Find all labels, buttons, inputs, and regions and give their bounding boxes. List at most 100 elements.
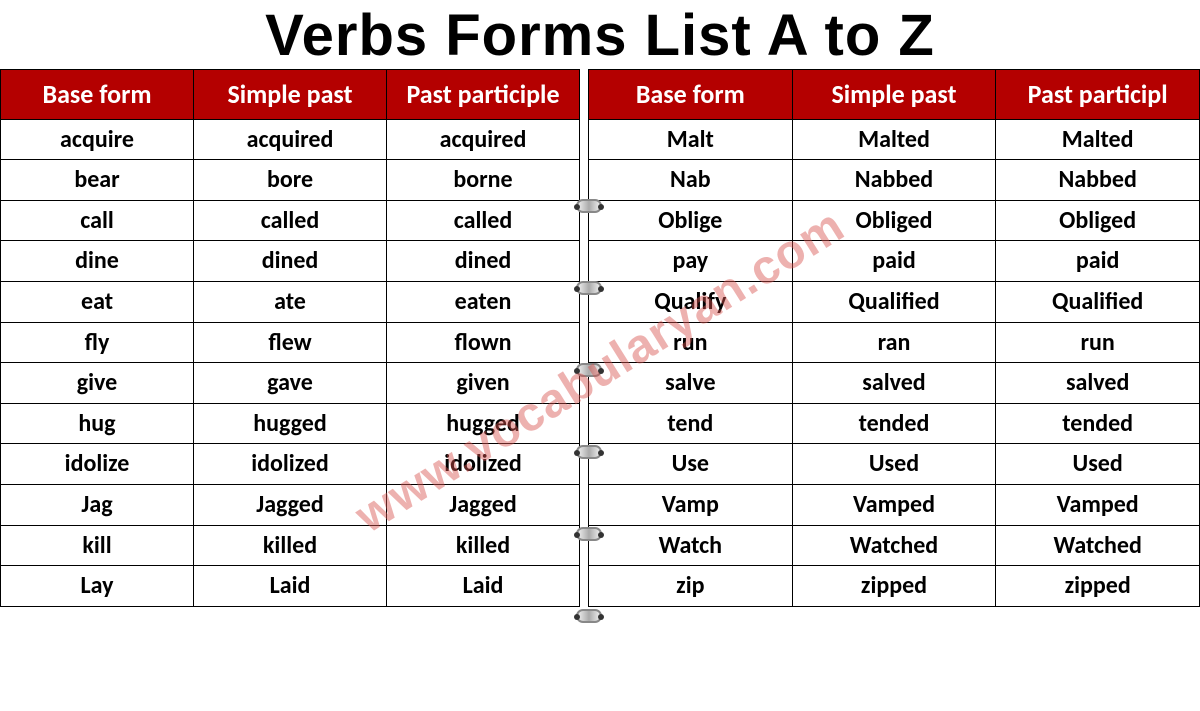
table-cell: Malt: [589, 119, 793, 160]
table-row: flyflewflown: [1, 322, 580, 363]
table-cell: ate: [194, 281, 387, 322]
table-row: salvesalvedsalved: [589, 363, 1200, 404]
table-cell: hugged: [387, 403, 580, 444]
table-cell: zipped: [792, 566, 996, 607]
table-cell: run: [589, 322, 793, 363]
table-cell: killed: [387, 525, 580, 566]
table-row: hughuggedhugged: [1, 403, 580, 444]
table-cell: Qualified: [792, 281, 996, 322]
table-row: VampVampedVamped: [589, 484, 1200, 525]
verb-table-left: Base form Simple past Past participle ac…: [0, 69, 580, 607]
table-cell: Qualify: [589, 281, 793, 322]
table-row: acquireacquiredacquired: [1, 119, 580, 160]
table-cell: acquire: [1, 119, 194, 160]
table-cell: Malted: [996, 119, 1200, 160]
spiral-binding: [576, 151, 600, 711]
table-row: LayLaidLaid: [1, 566, 580, 607]
table-cell: fly: [1, 322, 194, 363]
table-cell: Watch: [589, 525, 793, 566]
col-past-participle: Past participle: [387, 70, 580, 120]
table-cell: Watched: [792, 525, 996, 566]
table-cell: Jagged: [194, 484, 387, 525]
table-cell: Used: [792, 444, 996, 485]
table-header-row: Base form Simple past Past participl: [589, 70, 1200, 120]
table-cell: zip: [589, 566, 793, 607]
table-cell: Laid: [194, 566, 387, 607]
table-cell: run: [996, 322, 1200, 363]
table-header-row: Base form Simple past Past participle: [1, 70, 580, 120]
col-past-participle: Past participl: [996, 70, 1200, 120]
spiral-ring: [576, 609, 602, 623]
table-cell: Laid: [387, 566, 580, 607]
table-cell: Vamped: [792, 484, 996, 525]
table-cell: Vamp: [589, 484, 793, 525]
table-row: UseUsedUsed: [589, 444, 1200, 485]
table-cell: gave: [194, 363, 387, 404]
table-cell: Lay: [1, 566, 194, 607]
table-cell: called: [194, 200, 387, 241]
table-row: killkilledkilled: [1, 525, 580, 566]
spiral-ring: [576, 445, 602, 459]
table-cell: borne: [387, 160, 580, 201]
table-cell: Jagged: [387, 484, 580, 525]
table-cell: Nabbed: [996, 160, 1200, 201]
table-cell: Qualified: [996, 281, 1200, 322]
table-cell: Vamped: [996, 484, 1200, 525]
table-cell: Used: [996, 444, 1200, 485]
table-cell: Watched: [996, 525, 1200, 566]
spiral-ring: [576, 363, 602, 377]
table-cell: pay: [589, 241, 793, 282]
page-title: Verbs Forms List A to Z: [0, 0, 1200, 69]
table-cell: tended: [792, 403, 996, 444]
table-cell: flew: [194, 322, 387, 363]
table-row: callcalledcalled: [1, 200, 580, 241]
table-cell: flown: [387, 322, 580, 363]
spiral-ring: [576, 199, 602, 213]
table-cell: dine: [1, 241, 194, 282]
table-cell: dined: [194, 241, 387, 282]
table-cell: idolized: [194, 444, 387, 485]
table-cell: Obliged: [996, 200, 1200, 241]
table-cell: killed: [194, 525, 387, 566]
col-simple-past: Simple past: [194, 70, 387, 120]
table-cell: hugged: [194, 403, 387, 444]
table-cell: acquired: [387, 119, 580, 160]
table-row: ObligeObligedObliged: [589, 200, 1200, 241]
table-cell: paid: [996, 241, 1200, 282]
table-row: WatchWatchedWatched: [589, 525, 1200, 566]
table-cell: Oblige: [589, 200, 793, 241]
tables-container: Base form Simple past Past participle ac…: [0, 69, 1200, 607]
table-row: idolizeidolizedidolized: [1, 444, 580, 485]
table-cell: called: [387, 200, 580, 241]
table-cell: bear: [1, 160, 194, 201]
col-base-form: Base form: [589, 70, 793, 120]
spiral-ring: [576, 281, 602, 295]
table-row: MaltMaltedMalted: [589, 119, 1200, 160]
table-cell: call: [1, 200, 194, 241]
table-cell: dined: [387, 241, 580, 282]
table-row: tendtendedtended: [589, 403, 1200, 444]
table-row: QualifyQualifiedQualified: [589, 281, 1200, 322]
table-cell: idolize: [1, 444, 194, 485]
table-cell: bore: [194, 160, 387, 201]
table-cell: give: [1, 363, 194, 404]
table-cell: Use: [589, 444, 793, 485]
table-row: paypaidpaid: [589, 241, 1200, 282]
table-cell: Jag: [1, 484, 194, 525]
table-cell: salved: [792, 363, 996, 404]
table-cell: tend: [589, 403, 793, 444]
table-cell: idolized: [387, 444, 580, 485]
table-cell: eaten: [387, 281, 580, 322]
table-cell: zipped: [996, 566, 1200, 607]
table-cell: ran: [792, 322, 996, 363]
table-row: JagJaggedJagged: [1, 484, 580, 525]
table-cell: given: [387, 363, 580, 404]
table-row: zipzippedzipped: [589, 566, 1200, 607]
table-cell: Obliged: [792, 200, 996, 241]
table-row: runranrun: [589, 322, 1200, 363]
table-cell: salve: [589, 363, 793, 404]
verb-table-right: Base form Simple past Past participl Mal…: [588, 69, 1200, 607]
table-row: bearboreborne: [1, 160, 580, 201]
col-simple-past: Simple past: [792, 70, 996, 120]
table-cell: Malted: [792, 119, 996, 160]
